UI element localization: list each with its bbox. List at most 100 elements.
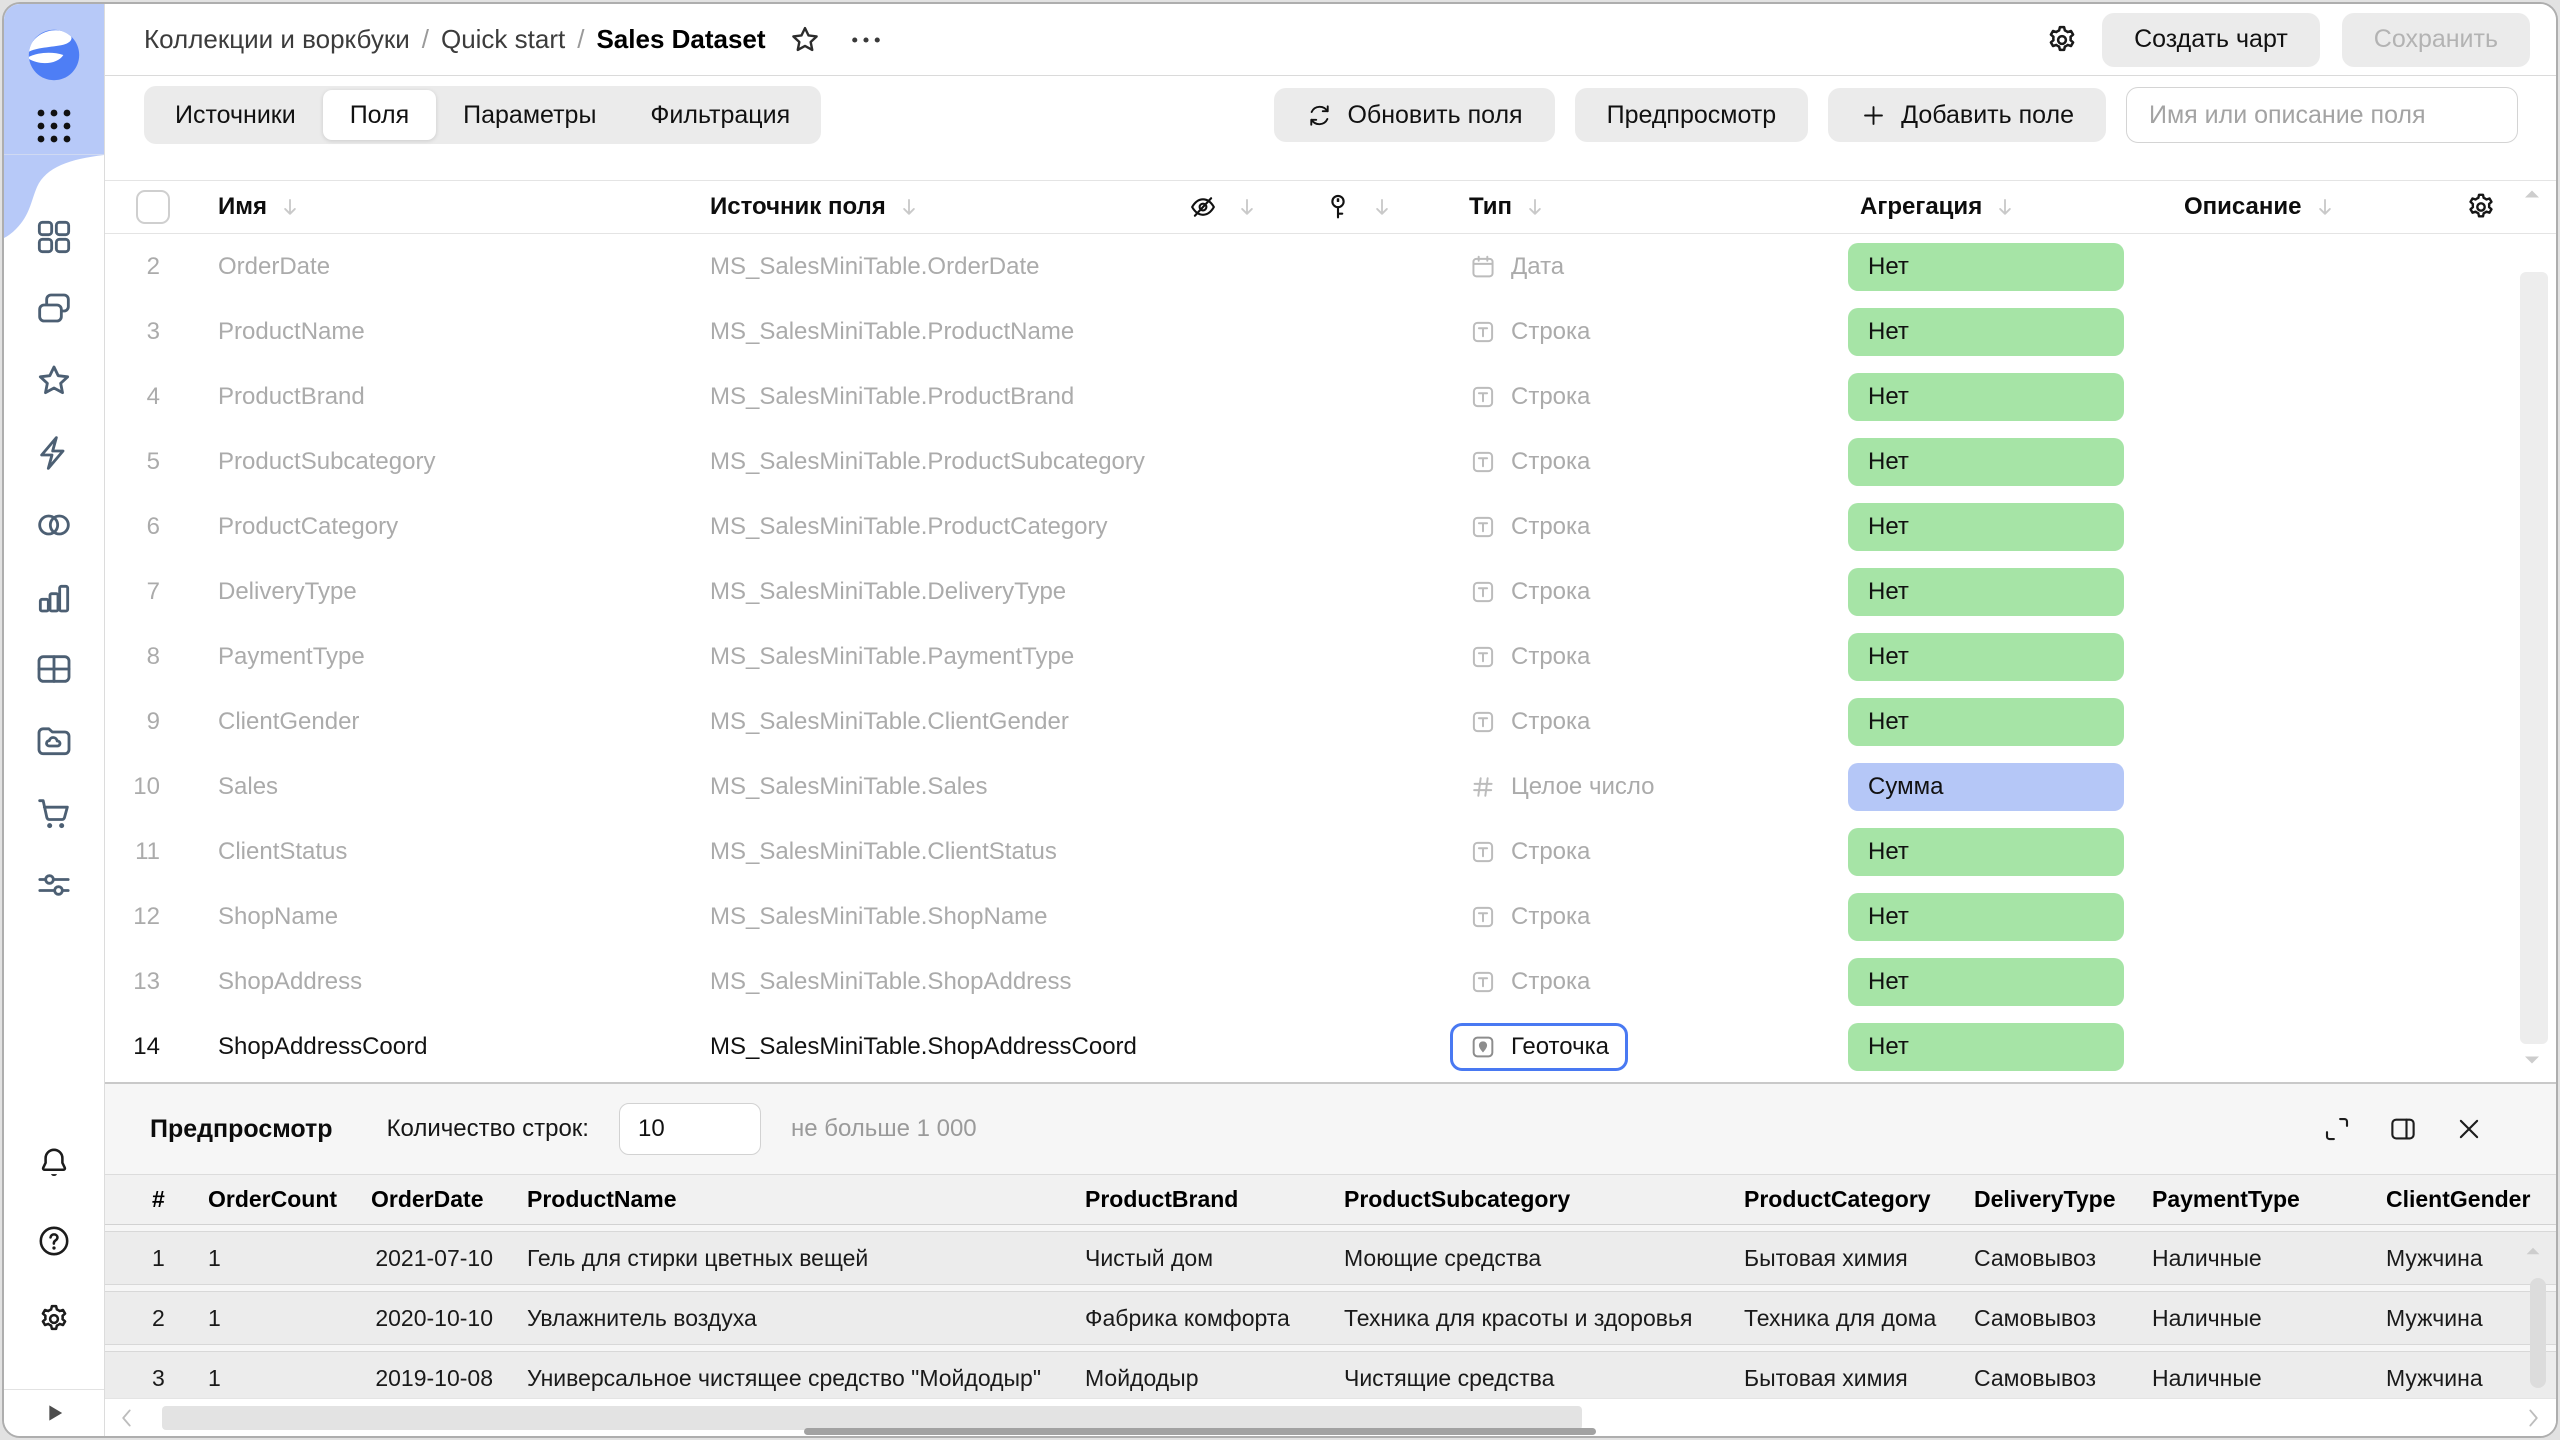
field-type-selector[interactable]: Дата	[1469, 253, 1564, 281]
cart-icon[interactable]	[33, 792, 75, 834]
aggregation-selector[interactable]: Нет	[1848, 567, 2124, 616]
close-icon[interactable]	[2454, 1114, 2484, 1144]
field-type-selector[interactable]: Строка	[1469, 643, 1590, 671]
aggregation-selector[interactable]: Нет	[1848, 307, 2124, 356]
column-header-type[interactable]: Тип	[1424, 193, 1848, 221]
tab-Поля[interactable]: Поля	[322, 90, 437, 140]
aggregation-selector[interactable]: Нет	[1848, 372, 2124, 421]
field-row[interactable]: 14 ShopAddressCoord MS_SalesMiniTable.Sh…	[104, 1014, 2556, 1079]
more-menu-icon[interactable]	[848, 22, 884, 58]
field-search-input[interactable]	[2126, 87, 2518, 143]
breadcrumb-item[interactable]: Sales Dataset	[596, 24, 766, 54]
field-row[interactable]: 11 ClientStatus MS_SalesMiniTable.Client…	[104, 819, 2556, 884]
sort-arrow-icon[interactable]	[1234, 194, 1260, 220]
breadcrumb-item[interactable]: Quick start	[440, 24, 566, 54]
aggregation-selector[interactable]: Нет	[1848, 827, 2124, 876]
chart-icon[interactable]	[33, 576, 75, 618]
column-header-key[interactable]	[1294, 192, 1424, 222]
table-settings-gear-icon[interactable]	[2464, 190, 2556, 224]
column-header-name[interactable]: Имя	[166, 193, 658, 221]
tab-Источники[interactable]: Источники	[175, 100, 296, 129]
field-row[interactable]: 2 OrderDate MS_SalesMiniTable.OrderDate …	[104, 234, 2556, 299]
row-count-input[interactable]	[618, 1103, 761, 1155]
field-type-selector[interactable]: Строка	[1469, 513, 1590, 541]
tab-Параметры[interactable]: Параметры	[463, 100, 597, 129]
field-type-selector[interactable]: Строка	[1469, 838, 1590, 866]
aggregation-selector[interactable]: Нет	[1848, 632, 2124, 681]
aggregation-selector[interactable]: Нет	[1848, 697, 2124, 746]
field-name[interactable]: ShopAddressCoord	[218, 1032, 428, 1060]
sort-arrow-icon[interactable]	[1369, 194, 1395, 220]
collections-icon[interactable]	[33, 288, 75, 330]
field-name[interactable]: DeliveryType	[218, 577, 357, 605]
table-icon[interactable]	[33, 648, 75, 690]
circles-icon[interactable]	[33, 504, 75, 546]
field-type-selector[interactable]: Строка	[1469, 708, 1590, 736]
add-field-button[interactable]: Добавить поле	[1828, 88, 2106, 142]
aggregation-selector[interactable]: Сумма	[1848, 762, 2124, 811]
field-name[interactable]: OrderDate	[218, 252, 331, 280]
scroll-down-arrow-icon[interactable]	[2520, 1048, 2544, 1072]
field-name[interactable]: ClientStatus	[218, 837, 348, 865]
field-type-selector[interactable]: Целое число	[1469, 773, 1654, 801]
split-view-icon[interactable]	[2388, 1114, 2418, 1144]
bolt-icon[interactable]	[33, 432, 75, 474]
vertical-scrollbar-thumb[interactable]	[2520, 272, 2548, 1044]
field-name[interactable]: PaymentType	[218, 642, 365, 670]
aggregation-selector[interactable]: Нет	[1848, 502, 2124, 551]
apps-grid-icon[interactable]	[35, 107, 73, 145]
field-name[interactable]: ShopAddress	[218, 967, 363, 995]
field-row[interactable]: 4 ProductBrand MS_SalesMiniTable.Product…	[104, 364, 2556, 429]
preview-scroll-up-icon[interactable]	[2522, 1240, 2544, 1262]
aggregation-selector[interactable]: Нет	[1848, 892, 2124, 941]
field-type-selector[interactable]: Строка	[1469, 318, 1590, 346]
field-name[interactable]: ProductSubcategory	[218, 447, 436, 475]
sidebar-collapse-button[interactable]	[4, 1389, 104, 1436]
field-row[interactable]: 3 ProductName MS_SalesMiniTable.ProductN…	[104, 299, 2556, 364]
datalens-logo[interactable]	[26, 27, 82, 83]
sort-arrow-icon[interactable]	[896, 194, 922, 220]
breadcrumb-item[interactable]: Коллекции и воркбуки	[144, 24, 410, 54]
scroll-up-arrow-icon[interactable]	[2520, 182, 2544, 206]
field-row[interactable]: 5 ProductSubcategory MS_SalesMiniTable.P…	[104, 429, 2556, 494]
star-icon[interactable]	[33, 360, 75, 402]
field-row[interactable]: 9 ClientGender MS_SalesMiniTable.ClientG…	[104, 689, 2556, 754]
favorite-star-icon[interactable]	[788, 23, 822, 57]
help-icon[interactable]	[33, 1220, 75, 1262]
expand-icon[interactable]	[2322, 1114, 2352, 1144]
preview-toggle-button[interactable]: Предпросмотр	[1574, 88, 1809, 142]
sort-arrow-icon[interactable]	[1992, 194, 2018, 220]
field-type-selector[interactable]: Строка	[1469, 903, 1590, 931]
sort-arrow-icon[interactable]	[2312, 194, 2338, 220]
gear-icon[interactable]	[33, 1298, 75, 1340]
sliders-icon[interactable]	[33, 864, 75, 906]
save-button[interactable]: Сохранить	[2341, 12, 2530, 67]
preview-vertical-scrollbar-thumb[interactable]	[2530, 1278, 2546, 1388]
column-header-hidden[interactable]	[1154, 192, 1294, 222]
field-row[interactable]: 10 Sales MS_SalesMiniTable.Sales Целое ч…	[104, 754, 2556, 819]
sort-arrow-icon[interactable]	[1522, 194, 1548, 220]
field-type-selector[interactable]: Геоточка	[1450, 1022, 1628, 1071]
column-header-description[interactable]: Описание	[2124, 193, 2458, 221]
dataset-settings-gear-icon[interactable]	[2044, 22, 2080, 58]
column-header-aggregation[interactable]: Агрегация	[1848, 193, 2124, 221]
page-scrollbar-thumb[interactable]	[804, 1428, 1596, 1435]
field-type-selector[interactable]: Строка	[1469, 448, 1590, 476]
sort-arrow-icon[interactable]	[277, 194, 303, 220]
field-type-selector[interactable]: Строка	[1469, 383, 1590, 411]
field-row[interactable]: 7 DeliveryType MS_SalesMiniTable.Deliver…	[104, 559, 2556, 624]
field-type-selector[interactable]: Строка	[1469, 968, 1590, 996]
aggregation-selector[interactable]: Нет	[1848, 242, 2124, 291]
horizontal-scrollbar-thumb[interactable]	[162, 1406, 1582, 1430]
chevron-right-icon[interactable]	[2520, 1405, 2546, 1431]
column-header-source[interactable]: Источник поля	[658, 193, 1154, 221]
field-name[interactable]: Sales	[218, 772, 279, 800]
field-name[interactable]: ProductCategory	[218, 512, 399, 540]
field-row[interactable]: 13 ShopAddress MS_SalesMiniTable.ShopAdd…	[104, 949, 2556, 1014]
aggregation-selector[interactable]: Нет	[1848, 437, 2124, 486]
aggregation-selector[interactable]: Нет	[1848, 957, 2124, 1006]
folder-cloud-icon[interactable]	[33, 720, 75, 762]
refresh-fields-button[interactable]: Обновить поля	[1274, 88, 1555, 142]
aggregation-selector[interactable]: Нет	[1848, 1022, 2124, 1071]
select-all-checkbox[interactable]	[136, 190, 170, 224]
